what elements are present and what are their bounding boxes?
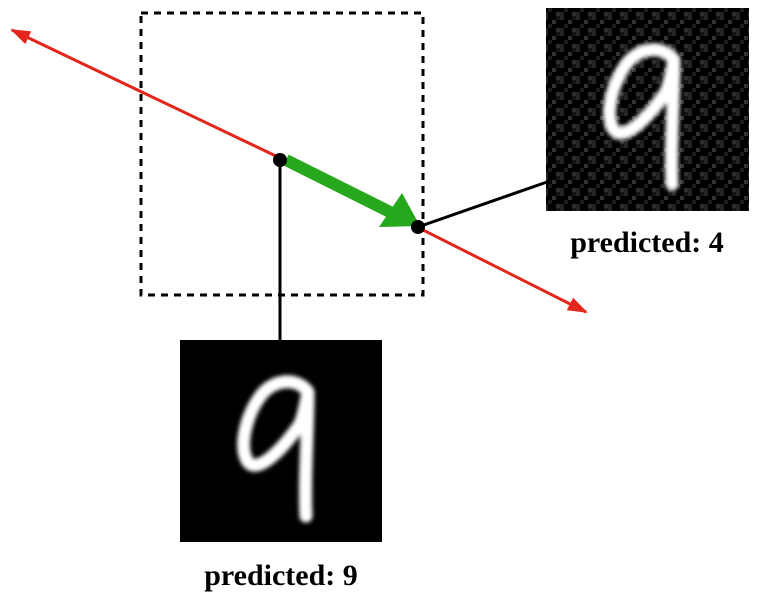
decision-line xyxy=(10,28,281,160)
original-point xyxy=(273,153,287,167)
original-image xyxy=(180,340,382,542)
perturbation-arrow-head xyxy=(379,193,420,227)
perturbation-arrow-shaft xyxy=(283,154,393,218)
adversarial-point xyxy=(411,220,425,234)
neighborhood-box xyxy=(139,11,425,297)
adversarial-caption: predicted: 4 xyxy=(570,226,724,259)
connector-adversarial xyxy=(417,180,548,229)
original-caption: predicted: 9 xyxy=(204,559,358,592)
adversarial-image xyxy=(546,8,749,211)
